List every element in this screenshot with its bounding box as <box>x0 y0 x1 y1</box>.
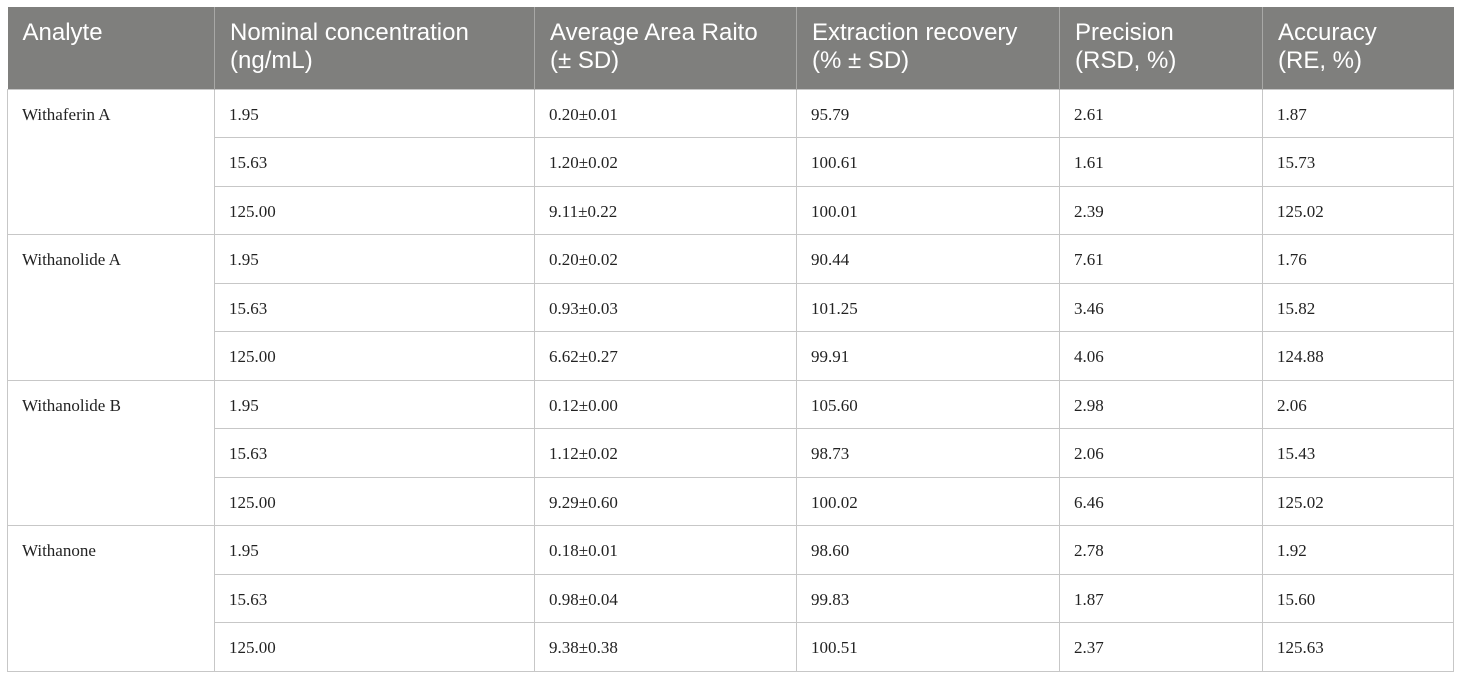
header-nominal-concentration: Nominal concentration (ng/mL) <box>214 7 535 89</box>
cell-analyte <box>7 574 215 623</box>
cell-extraction-recovery: 100.01 <box>796 185 1060 235</box>
cell-precision: 1.87 <box>1059 573 1263 623</box>
cell-precision: 4.06 <box>1059 331 1263 380</box>
cell-average-area-ratio: 9.11±0.22 <box>534 185 797 235</box>
header-accuracy: Accuracy (RE, %) <box>1262 7 1454 89</box>
cell-accuracy: 1.87 <box>1262 88 1454 138</box>
cell-extraction-recovery: 100.61 <box>796 137 1060 186</box>
cell-average-area-ratio: 0.93±0.03 <box>534 282 797 332</box>
cell-accuracy: 15.43 <box>1262 428 1454 477</box>
cell-extraction-recovery: 99.83 <box>796 573 1060 623</box>
cell-analyte <box>7 622 215 672</box>
header-average-area-ratio: Average Area Raito (± SD) <box>534 7 797 89</box>
cell-average-area-ratio: 9.29±0.60 <box>534 476 797 526</box>
cell-analyte <box>7 331 215 380</box>
cell-average-area-ratio: 0.12±0.00 <box>534 379 797 429</box>
cell-accuracy: 2.06 <box>1262 379 1454 429</box>
cell-precision: 6.46 <box>1059 476 1263 526</box>
cell-nominal-concentration: 1.95 <box>214 234 535 283</box>
cell-nominal-concentration: 125.00 <box>214 331 535 380</box>
cell-nominal-concentration: 1.95 <box>214 88 535 138</box>
table-row: 125.00 6.62±0.27 99.91 4.06 124.88 <box>7 331 1454 380</box>
table-row: Withanolide A 1.95 0.20±0.02 90.44 7.61 1.76 <box>7 234 1454 283</box>
cell-average-area-ratio: 0.20±0.01 <box>534 88 797 138</box>
cell-precision: 2.78 <box>1059 525 1263 574</box>
table-row: 15.63 0.93±0.03 101.25 3.46 15.82 <box>7 282 1454 332</box>
table-row: 15.63 0.98±0.04 99.83 1.87 15.60 <box>7 573 1454 623</box>
table-row: 125.00 9.11±0.22 100.01 2.39 125.02 <box>7 185 1454 235</box>
cell-average-area-ratio: 0.18±0.01 <box>534 525 797 574</box>
table-row: Withanone 1.95 0.18±0.01 98.60 2.78 1.92 <box>7 525 1454 574</box>
cell-precision: 7.61 <box>1059 234 1263 283</box>
cell-average-area-ratio: 6.62±0.27 <box>534 331 797 380</box>
table-row: 125.00 9.29±0.60 100.02 6.46 125.02 <box>7 476 1454 526</box>
cell-analyte: Withaferin A <box>7 88 215 138</box>
cell-extraction-recovery: 101.25 <box>796 282 1060 332</box>
cell-precision: 2.37 <box>1059 622 1263 672</box>
cell-nominal-concentration: 125.00 <box>214 185 535 235</box>
cell-accuracy: 124.88 <box>1262 331 1454 380</box>
cell-extraction-recovery: 100.51 <box>796 622 1060 672</box>
table-row: 15.63 1.12±0.02 98.73 2.06 15.43 <box>7 428 1454 477</box>
cell-precision: 2.06 <box>1059 428 1263 477</box>
cell-extraction-recovery: 98.60 <box>796 525 1060 574</box>
cell-analyte: Withanolide B <box>7 379 215 429</box>
cell-nominal-concentration: 15.63 <box>214 137 535 186</box>
cell-nominal-concentration: 1.95 <box>214 379 535 429</box>
cell-average-area-ratio: 0.98±0.04 <box>534 573 797 623</box>
cell-average-area-ratio: 1.20±0.02 <box>534 137 797 186</box>
cell-precision: 1.61 <box>1059 137 1263 186</box>
header-extraction-recovery: Extraction recovery (% ± SD) <box>796 7 1060 89</box>
cell-extraction-recovery: 90.44 <box>796 234 1060 283</box>
cell-nominal-concentration: 125.00 <box>214 476 535 526</box>
cell-accuracy: 125.02 <box>1262 185 1454 235</box>
cell-nominal-concentration: 15.63 <box>214 428 535 477</box>
cell-accuracy: 125.63 <box>1262 622 1454 672</box>
cell-nominal-concentration: 125.00 <box>214 622 535 672</box>
cell-accuracy: 1.92 <box>1262 525 1454 574</box>
cell-accuracy: 1.76 <box>1262 234 1454 283</box>
cell-nominal-concentration: 1.95 <box>214 525 535 574</box>
table-row: Withaferin A 1.95 0.20±0.01 95.79 2.61 1.87 <box>7 88 1454 138</box>
cell-precision: 2.39 <box>1059 185 1263 235</box>
cell-analyte: Withanolide A <box>7 234 215 283</box>
cell-extraction-recovery: 99.91 <box>796 331 1060 380</box>
cell-average-area-ratio: 9.38±0.38 <box>534 622 797 672</box>
cell-accuracy: 15.82 <box>1262 282 1454 332</box>
cell-extraction-recovery: 95.79 <box>796 88 1060 138</box>
cell-extraction-recovery: 100.02 <box>796 476 1060 526</box>
cell-precision: 2.98 <box>1059 379 1263 429</box>
table-row: 15.63 1.20±0.02 100.61 1.61 15.73 <box>7 137 1454 186</box>
cell-nominal-concentration: 15.63 <box>214 573 535 623</box>
cell-average-area-ratio: 0.20±0.02 <box>534 234 797 283</box>
data-table: Analyte Nominal concentration (ng/mL) Ave… <box>7 7 1454 672</box>
cell-analyte <box>7 428 215 477</box>
header-analyte: Analyte <box>22 19 103 46</box>
header-precision: Precision (RSD, %) <box>1059 7 1263 89</box>
table-row: Withanolide B 1.95 0.12±0.00 105.60 2.98 2.06 <box>7 379 1454 429</box>
cell-extraction-recovery: 98.73 <box>796 428 1060 477</box>
cell-analyte <box>7 137 215 186</box>
cell-accuracy: 15.73 <box>1262 137 1454 186</box>
cell-accuracy: 125.02 <box>1262 476 1454 526</box>
header-row: Analyte Nominal concentration (ng/mL) Ave… <box>7 7 1454 89</box>
cell-precision: 2.61 <box>1059 88 1263 138</box>
cell-nominal-concentration: 15.63 <box>214 282 535 332</box>
cell-accuracy: 15.60 <box>1262 573 1454 623</box>
cell-analyte <box>7 186 215 235</box>
cell-analyte <box>7 283 215 332</box>
cell-analyte: Withanone <box>7 525 215 574</box>
cell-analyte <box>7 477 215 526</box>
cell-extraction-recovery: 105.60 <box>796 379 1060 429</box>
table-row: 125.00 9.38±0.38 100.51 2.37 125.63 <box>7 622 1454 672</box>
cell-average-area-ratio: 1.12±0.02 <box>534 428 797 477</box>
cell-precision: 3.46 <box>1059 282 1263 332</box>
